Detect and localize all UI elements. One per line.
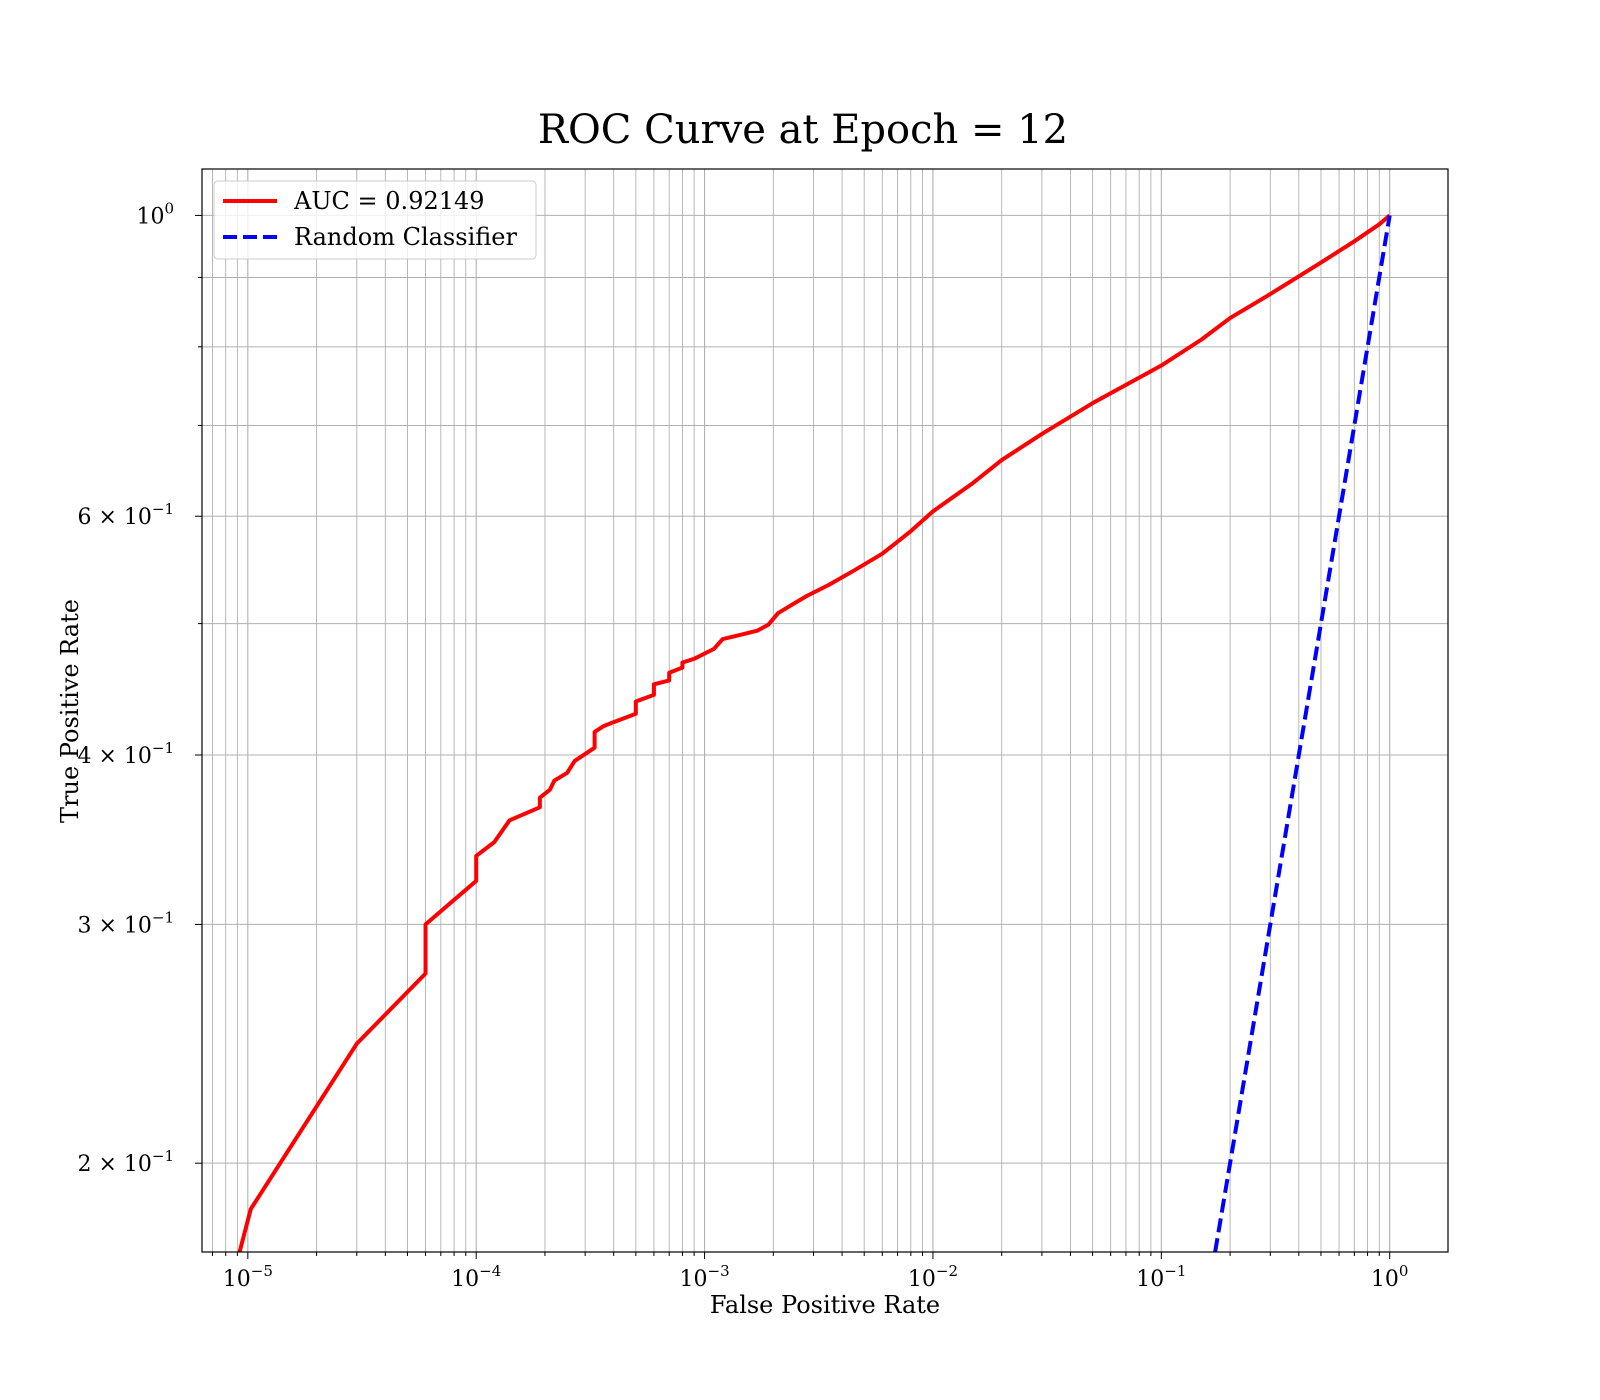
legend-label-random: Random Classifier (294, 223, 517, 251)
series-layer (237, 213, 1392, 1252)
legend-box (213, 180, 537, 260)
x-axis-label: False Positive Rate (710, 1291, 940, 1319)
legend-label-auc: AUC = 0.92149 (293, 187, 485, 215)
legend: AUC = 0.92149 Random Classifier (213, 180, 537, 260)
plot-frame (201, 168, 1449, 1253)
plot-background (202, 169, 1448, 1252)
tick-marks (195, 214, 1391, 1259)
chart-title: ROC Curve at Epoch = 12 (538, 107, 1068, 153)
roc-curve-line (237, 213, 1391, 1252)
y-axis-label: True Positive Rate (56, 599, 84, 823)
random-classifier-line (1213, 215, 1392, 1252)
